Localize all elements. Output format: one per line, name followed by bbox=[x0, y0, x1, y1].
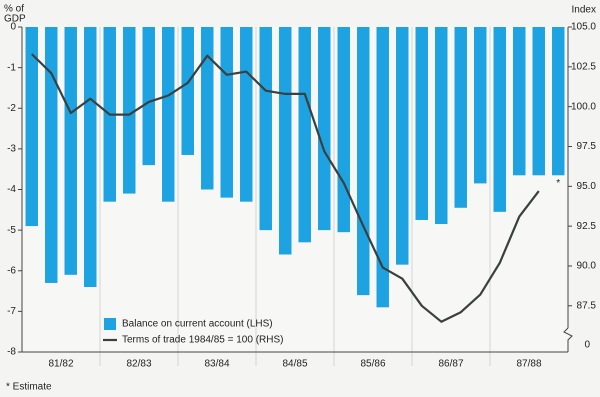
line bbox=[31, 53, 540, 323]
y2-break-label: 0 bbox=[584, 340, 590, 351]
bar bbox=[474, 27, 487, 184]
bar-marker: * bbox=[556, 178, 560, 189]
y2-tick-label: 97.5 bbox=[577, 141, 597, 152]
y-tick-label: -7 bbox=[7, 306, 16, 317]
bar bbox=[318, 27, 331, 231]
x-group-label: 87/88 bbox=[516, 359, 541, 370]
bar bbox=[64, 27, 77, 275]
legend-swatch bbox=[104, 318, 116, 330]
bar bbox=[513, 27, 526, 176]
y-tick-label: -4 bbox=[7, 184, 16, 195]
y-tick-label: -8 bbox=[7, 347, 16, 358]
bar bbox=[201, 27, 214, 190]
y2-tick-label: 100.0 bbox=[571, 101, 596, 112]
bar bbox=[435, 27, 448, 225]
bar bbox=[181, 27, 194, 155]
axis-break bbox=[563, 327, 573, 352]
legend-label: Terms of trade 1984/85 = 100 (RHS) bbox=[122, 335, 283, 346]
bar bbox=[220, 27, 233, 198]
y2-axis-title: Index bbox=[572, 5, 596, 16]
bar bbox=[454, 27, 467, 208]
bar bbox=[376, 27, 389, 308]
x-group-label: 85/86 bbox=[360, 359, 385, 370]
y-tick-label: -6 bbox=[7, 265, 16, 276]
y2-tick-label: 87.5 bbox=[577, 300, 597, 311]
bar bbox=[259, 27, 272, 231]
y2-tick-label: 105.0 bbox=[571, 22, 596, 33]
y-tick-label: 0 bbox=[10, 22, 16, 33]
bar bbox=[532, 27, 545, 176]
bar bbox=[396, 27, 409, 265]
bar bbox=[240, 27, 253, 202]
x-group-label: 86/87 bbox=[438, 359, 463, 370]
bar bbox=[45, 27, 58, 283]
bar bbox=[415, 27, 428, 220]
y-tick-label: -1 bbox=[7, 62, 16, 73]
y-tick-label: -5 bbox=[7, 225, 16, 236]
x-group-label: 82/83 bbox=[126, 359, 151, 370]
y-tick-label: -2 bbox=[7, 103, 16, 114]
footnote: * Estimate bbox=[6, 382, 52, 393]
x-group-label: 83/84 bbox=[204, 359, 229, 370]
legend-label: Balance on current account (LHS) bbox=[122, 319, 273, 330]
x-group-label: 84/85 bbox=[282, 359, 307, 370]
bar bbox=[279, 27, 292, 255]
bar bbox=[552, 27, 565, 176]
bar bbox=[84, 27, 97, 287]
x-group-label: 81/82 bbox=[48, 359, 73, 370]
y2-tick-label: 92.5 bbox=[577, 221, 597, 232]
bar bbox=[337, 27, 350, 233]
bar bbox=[298, 27, 311, 243]
bar bbox=[357, 27, 370, 296]
y-axis-title: % of bbox=[4, 4, 24, 15]
y-axis-title: GDP bbox=[4, 14, 26, 25]
y2-tick-label: 102.5 bbox=[571, 61, 596, 72]
y2-tick-label: 90.0 bbox=[577, 261, 597, 272]
bar bbox=[493, 27, 506, 212]
bar bbox=[123, 27, 136, 194]
y-tick-label: -3 bbox=[7, 144, 16, 155]
bar bbox=[162, 27, 175, 202]
bar bbox=[142, 27, 155, 166]
bar bbox=[25, 27, 38, 227]
y2-tick-label: 95.0 bbox=[577, 181, 597, 192]
